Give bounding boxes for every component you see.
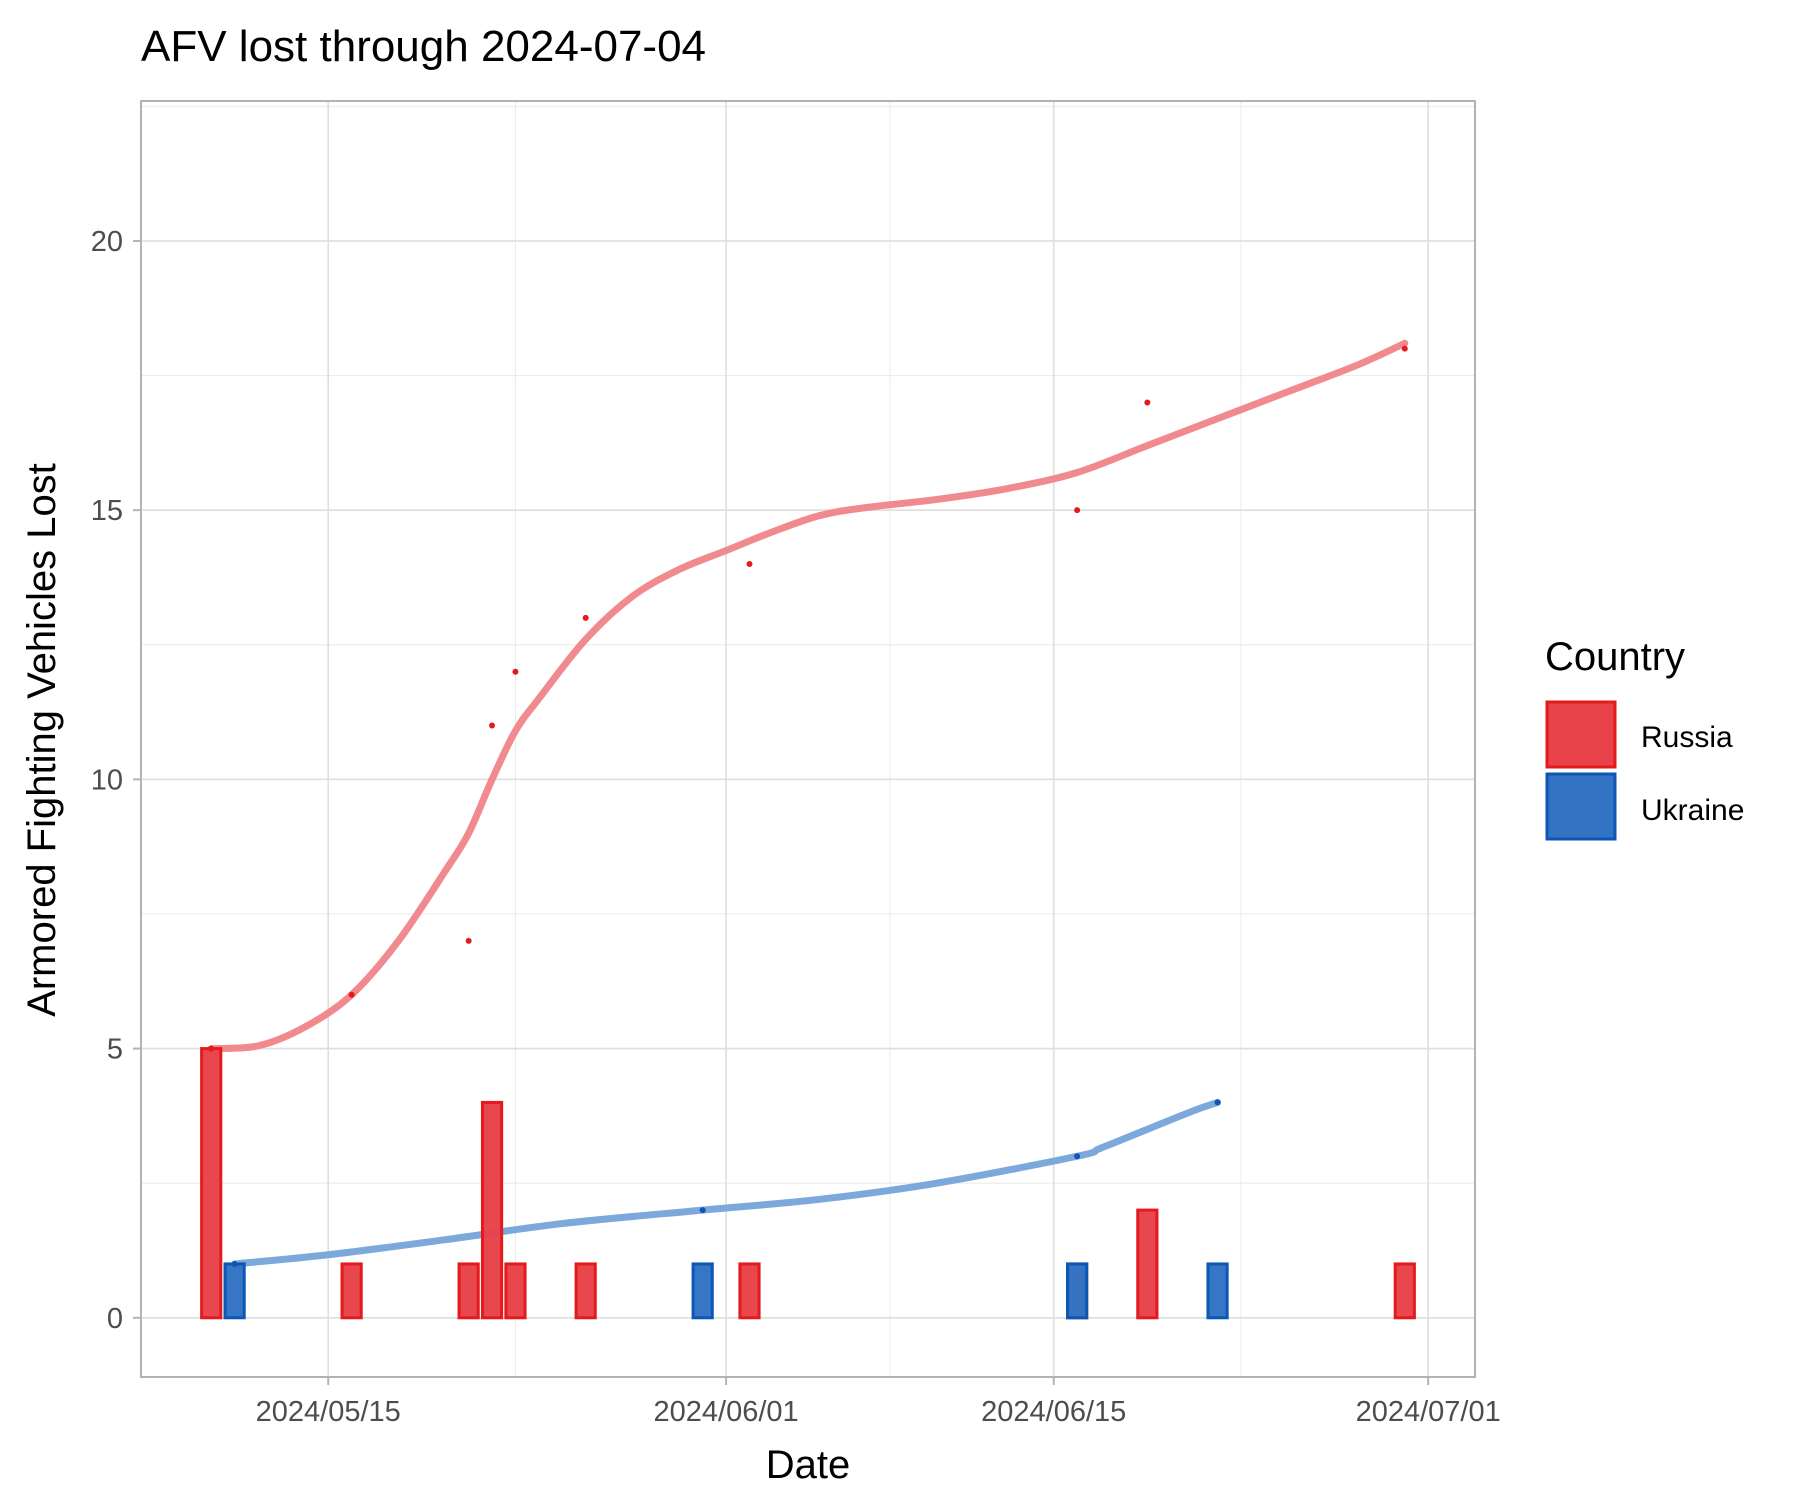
legend-label-russia: Russia	[1641, 721, 1733, 754]
x-tick-label: 2024/06/01	[654, 1396, 799, 1428]
y-tick-label: 0	[107, 1303, 123, 1335]
y-tick-label: 5	[107, 1034, 123, 1066]
bar-russia	[457, 1262, 480, 1320]
point-ukraine	[231, 1260, 238, 1267]
point-russia	[348, 991, 355, 998]
panel-border	[140, 100, 1476, 1378]
bar-russia	[504, 1262, 527, 1320]
point-russia	[1144, 399, 1151, 406]
y-axis: 0 5 10 15 20	[91, 226, 141, 1335]
x-tick-label: 2024/05/15	[256, 1396, 401, 1428]
legend: Country Russia Ukraine	[1545, 635, 1744, 841]
bar-ukraine	[1066, 1262, 1089, 1320]
point-russia	[208, 1045, 215, 1052]
bar-ukraine	[1206, 1262, 1229, 1320]
point-ukraine	[699, 1207, 706, 1214]
y-tick-label: 10	[91, 764, 123, 796]
x-axis: 2024/05/15 2024/06/01 2024/06/15 2024/07/01	[256, 1377, 1501, 1428]
point-russia	[1401, 345, 1408, 352]
x-tick-label: 2024/07/01	[1356, 1396, 1501, 1428]
x-tick-label: 2024/06/15	[981, 1396, 1126, 1428]
bar-ukraine	[223, 1262, 246, 1320]
bar-russia	[1136, 1208, 1159, 1320]
bar-russia	[200, 1047, 223, 1320]
legend-key-russia	[1545, 700, 1617, 769]
legend-key-ukraine	[1545, 772, 1617, 841]
point-russia	[746, 561, 753, 568]
y-axis-title: Armored Fighting Vehicles Lost	[20, 463, 64, 1017]
bar-russia	[480, 1100, 504, 1320]
bar-russia	[574, 1262, 597, 1320]
daily-loss-bars	[200, 1047, 1416, 1320]
smooth-line-russia	[207, 339, 1409, 1053]
point-russia	[489, 722, 496, 729]
bar-russia	[340, 1262, 363, 1320]
point-russia	[582, 614, 589, 621]
bar-ukraine	[691, 1262, 714, 1320]
major-gridlines	[141, 101, 1475, 1377]
legend-label-ukraine: Ukraine	[1641, 794, 1744, 827]
point-ukraine	[1074, 1153, 1081, 1160]
point-ukraine	[1214, 1099, 1221, 1106]
smooth-line-ukraine	[231, 1098, 1222, 1268]
cumulative-points	[208, 345, 1408, 1267]
y-tick-label: 20	[91, 226, 123, 258]
y-tick-label: 15	[91, 495, 123, 527]
plot-panel	[140, 100, 1476, 1378]
point-russia	[512, 668, 519, 675]
bar-russia	[1393, 1262, 1416, 1320]
point-russia	[465, 937, 472, 944]
point-russia	[1074, 507, 1081, 514]
x-axis-title: Date	[766, 1443, 851, 1487]
minor-gridlines	[141, 101, 1475, 1377]
chart-title: AFV lost through 2024-07-04	[141, 22, 706, 71]
smoothed-trend-lines	[207, 339, 1409, 1268]
legend-title: Country	[1545, 635, 1685, 679]
bar-russia	[738, 1262, 761, 1320]
